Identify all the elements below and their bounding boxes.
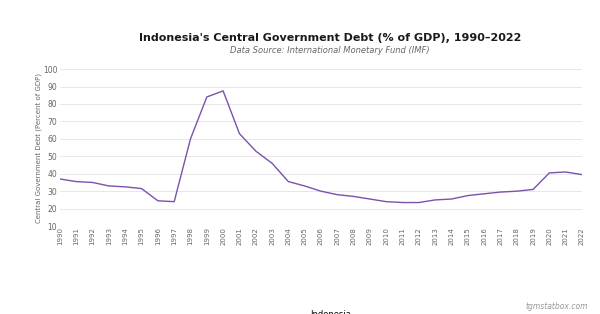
Text: Data Source: International Monetary Fund (IMF): Data Source: International Monetary Fund…	[230, 46, 430, 55]
Text: Indonesia's Central Government Debt (% of GDP), 1990–2022: Indonesia's Central Government Debt (% o…	[139, 33, 521, 43]
Text: ◆: ◆	[3, 7, 13, 20]
Y-axis label: Central Government Debt (Percent of GDP): Central Government Debt (Percent of GDP)	[35, 73, 42, 223]
Text: tgmstatbox.com: tgmstatbox.com	[526, 302, 588, 311]
Text: BOX: BOX	[69, 7, 95, 20]
Text: STAT: STAT	[27, 7, 61, 20]
Legend: Indonesia: Indonesia	[291, 310, 351, 314]
